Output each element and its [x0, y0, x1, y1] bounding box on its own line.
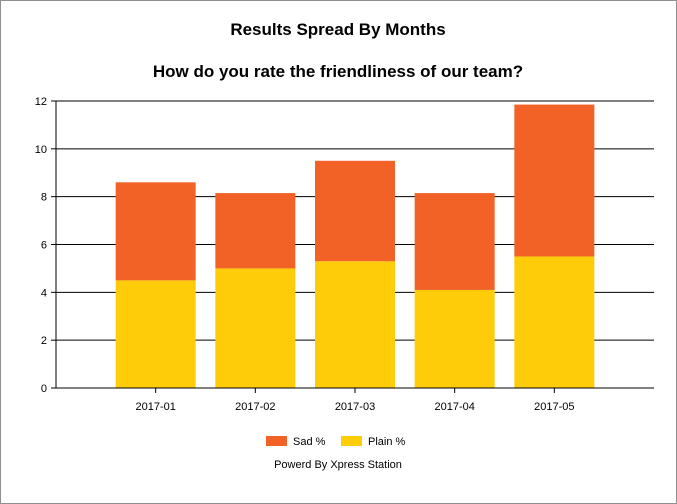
y-tick-label: 2 [41, 335, 47, 347]
bar-plain-2017-04 [414, 289, 495, 388]
x-tick-label: 2017-05 [534, 401, 574, 413]
bar-sad-2017-01 [115, 182, 196, 281]
y-tick-label: 6 [41, 240, 47, 252]
y-tick-label: 0 [41, 383, 47, 395]
chart-subtitle: How do you rate the friendliness of our … [153, 62, 523, 81]
bar-sad-2017-04 [414, 193, 495, 290]
x-tick-label: 2017-04 [434, 401, 474, 413]
y-tick-label: 10 [35, 144, 47, 156]
bar-plain-2017-01 [115, 280, 196, 388]
bar-layer [115, 104, 595, 388]
chart-title: Results Spread By Months [230, 20, 445, 39]
legend: Sad % Plain % [266, 436, 406, 448]
bar-plain-2017-05 [514, 256, 595, 388]
y-tick-label: 12 [35, 96, 47, 108]
legend-swatch [341, 436, 362, 446]
bar-sad-2017-03 [315, 160, 395, 262]
x-tick-layer: 2017-01 2017-02 2017-03 2017-04 2017-05 [135, 388, 575, 413]
credit-text: Powerd By Xpress Station [274, 459, 402, 471]
x-tick-label: 2017-02 [235, 401, 275, 413]
bar-plain-2017-02 [215, 268, 296, 388]
legend-label: Sad % [293, 436, 326, 448]
y-tick-label: 8 [41, 192, 47, 204]
legend-label: Plain % [368, 436, 406, 448]
legend-swatch [266, 436, 287, 446]
bar-sad-2017-05 [514, 104, 595, 257]
bar-plain-2017-03 [315, 261, 395, 388]
x-tick-label: 2017-01 [135, 401, 175, 413]
x-tick-label: 2017-03 [335, 401, 375, 413]
bar-sad-2017-02 [215, 193, 296, 269]
y-tick-label: 4 [41, 287, 47, 299]
